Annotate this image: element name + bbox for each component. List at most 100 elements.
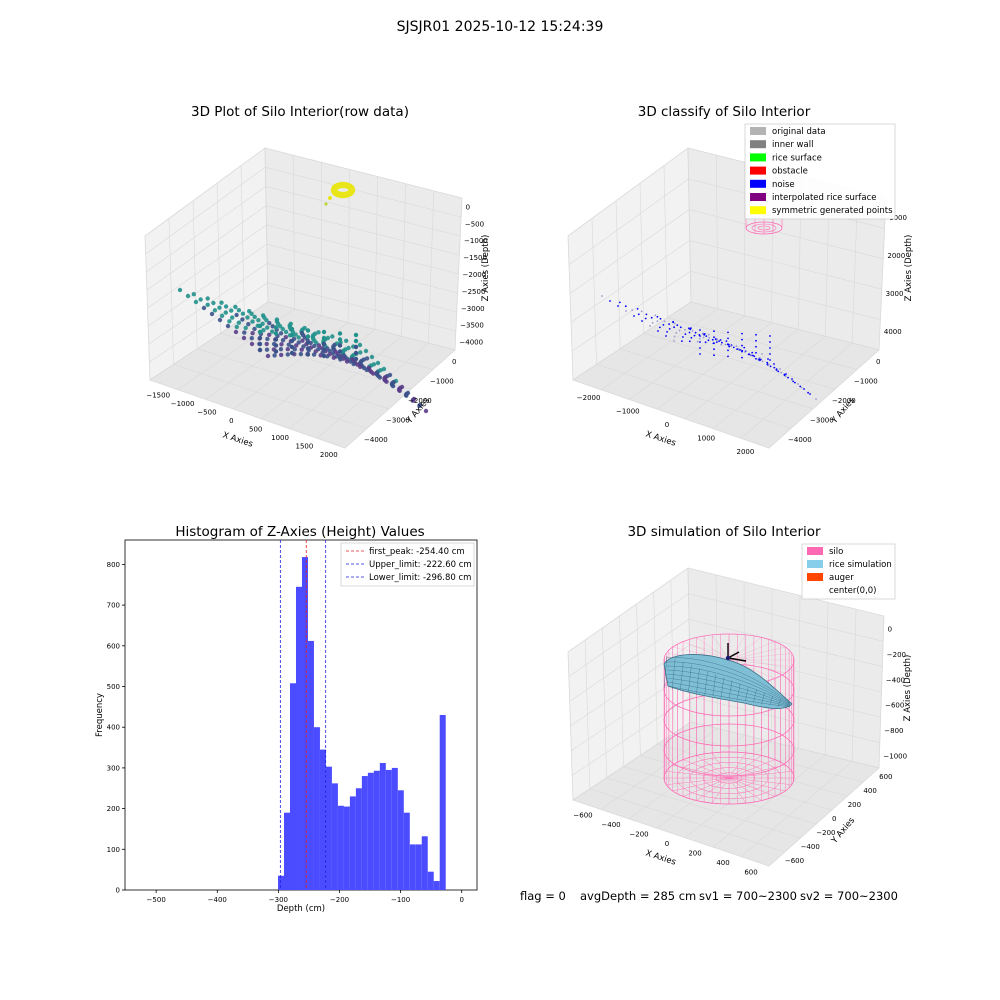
data-point <box>198 297 203 302</box>
legend-swatch <box>750 153 766 162</box>
noise-point <box>744 351 746 353</box>
noise-point <box>809 393 811 395</box>
noise-point <box>673 322 676 325</box>
data-point <box>273 331 279 336</box>
data-point <box>273 349 279 354</box>
rice-mesh-line <box>671 659 676 690</box>
noise-point <box>780 371 783 374</box>
noise-point <box>720 343 723 346</box>
noise-point <box>713 336 715 339</box>
x-tick-label: 0 <box>459 896 463 904</box>
y-tick-label: −200 <box>816 829 835 837</box>
noise-point <box>719 339 722 341</box>
data-point <box>328 196 332 200</box>
grid-line <box>177 155 296 390</box>
noise-point <box>758 358 761 361</box>
silo-floor-spoke <box>728 777 746 804</box>
data-point <box>377 375 383 380</box>
data-point <box>257 323 263 329</box>
noise-point <box>699 338 701 340</box>
y-tick-label: −2000 <box>832 397 856 405</box>
x-tick-label: −500 <box>147 896 166 904</box>
grid-line <box>569 209 884 294</box>
data-point <box>191 292 196 297</box>
noise-point <box>681 340 683 342</box>
z-tick-label: −400 <box>886 676 905 684</box>
data-point <box>305 346 311 351</box>
data-point <box>250 319 255 324</box>
panel1-y-ticks: 0 −1000 −2000 −3000 −4000 <box>364 358 456 444</box>
noise-point <box>721 341 723 344</box>
x-tick-label: 500 <box>249 425 262 433</box>
data-point <box>280 326 285 332</box>
noise-point <box>728 345 731 348</box>
panel4-z-ticks: 0 −200 −400 −600 −800 −1000 <box>883 626 907 761</box>
figure-suptitle: SJSJR01 2025-10-12 15:24:39 <box>397 19 604 35</box>
data-point <box>369 354 375 360</box>
noise-point <box>640 310 643 313</box>
noise-point <box>696 340 699 343</box>
histogram-bar <box>409 844 416 890</box>
data-point <box>331 355 336 360</box>
data-point <box>294 343 299 348</box>
noise-point <box>699 335 701 337</box>
data-point <box>299 347 304 352</box>
data-point <box>277 324 283 329</box>
y-tick-label: 400 <box>863 787 876 795</box>
panel3-legend: first_peak: -254.40 cm Upper_limit: -222.… <box>340 542 475 587</box>
noise-point <box>708 336 711 339</box>
silo-floor-spoke <box>666 771 730 779</box>
data-point <box>267 332 272 337</box>
data-point <box>234 324 239 330</box>
data-point <box>240 317 245 322</box>
rice-mesh-line <box>667 673 791 706</box>
noise-point <box>699 329 701 331</box>
data-point <box>229 308 234 313</box>
silo-floor-spoke <box>728 755 762 779</box>
silo-floor-spoke <box>728 759 776 779</box>
x-tick-label: −600 <box>573 812 592 820</box>
data-point <box>404 393 409 398</box>
y-tick-label: 600 <box>879 773 892 781</box>
noise-point <box>755 351 757 354</box>
rice-mesh-line <box>745 686 749 702</box>
data-point <box>233 329 239 335</box>
rice-mesh-line <box>753 689 757 703</box>
y-tick-label: −3000 <box>810 417 834 425</box>
status-line: flag = 0 avgDepth = 285 cm sv1 = 700~230… <box>520 889 898 903</box>
grid-line <box>615 200 621 349</box>
grid-line <box>667 317 858 370</box>
data-point <box>193 299 199 305</box>
histogram-bar <box>284 812 290 890</box>
panel-classify-3d: 3D classify of Silo Interior −2000−10000… <box>567 104 914 456</box>
data-point <box>311 352 317 357</box>
data-point <box>223 310 228 315</box>
status-sv2: sv2 = 700~2300 <box>800 889 898 903</box>
histogram-bar <box>385 769 392 890</box>
x-tick-label: 1500 <box>296 442 314 450</box>
noise-point <box>732 346 735 349</box>
z-tick-label: 3000 <box>886 290 904 298</box>
noise-point <box>755 333 757 336</box>
data-point <box>305 340 311 345</box>
panel-histogram: Histogram of Z-Axies (Height) Values −50… <box>95 524 478 914</box>
data-point <box>321 341 327 347</box>
z-tick-label: −3000 <box>461 305 485 313</box>
noise-point <box>675 332 678 334</box>
noise-point <box>636 308 639 310</box>
data-point <box>318 353 323 358</box>
noise-point <box>743 346 746 349</box>
data-point <box>423 408 429 414</box>
data-point <box>249 341 255 347</box>
noise-point <box>699 341 701 343</box>
data-point <box>301 344 306 349</box>
noise-point <box>672 321 675 324</box>
noise-point <box>713 348 715 351</box>
y-tick-label: 800 <box>107 561 120 569</box>
panel3-y-label: Frequency <box>95 693 105 737</box>
legend-swatch <box>807 547 823 555</box>
noise-point <box>704 341 707 344</box>
data-point <box>325 354 330 359</box>
panel3-x-ticks: −500 −400 −300 −200 −100 0 <box>147 890 464 904</box>
